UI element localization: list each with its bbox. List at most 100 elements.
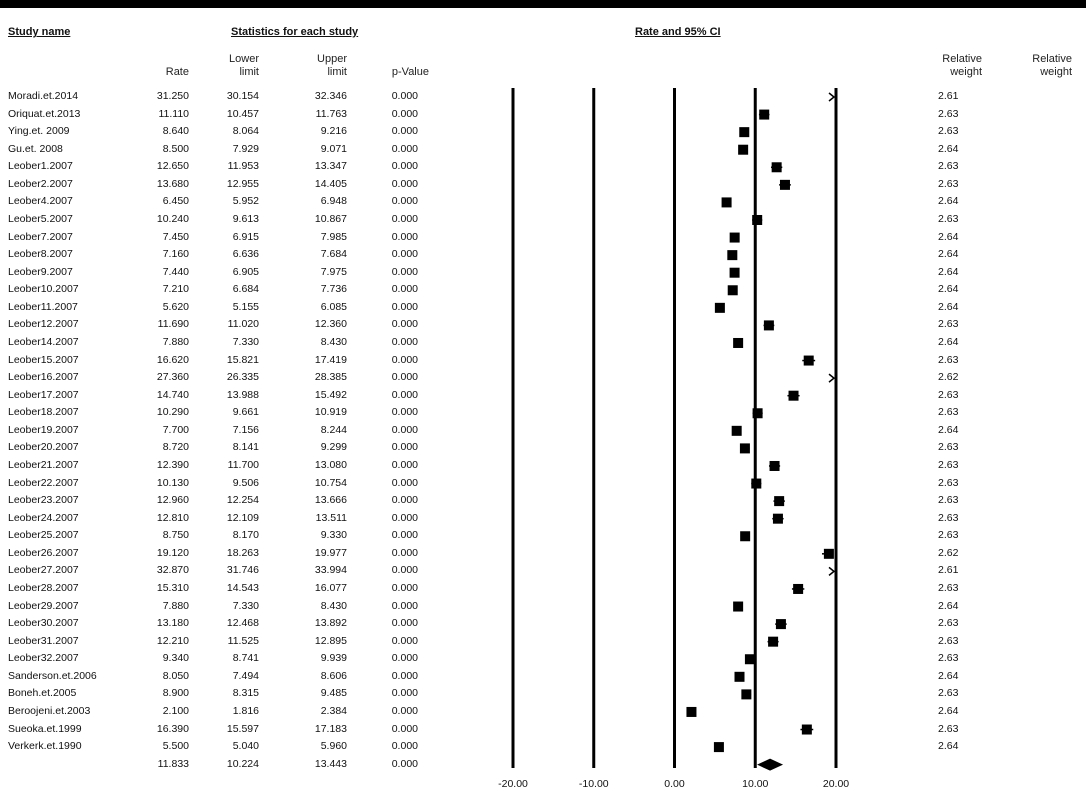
relative-weight-cell: 2.63 [938,212,959,225]
rate-cell: 8.500 [162,142,189,155]
relative-weight-cell: 2.64 [938,142,959,155]
point-marker [759,109,770,120]
point-marker [779,179,790,190]
rate-cell: 12.390 [156,458,189,471]
lower-limit-cell: 8.064 [232,125,259,138]
lower-limit-cell: 5.952 [232,195,259,208]
rate-cell: 2.100 [162,704,189,717]
study-name-cell: Leober12.2007 [8,318,79,331]
point-marker [733,601,744,612]
point-marker [771,162,782,173]
upper-limit-cell: 10.919 [314,406,347,419]
pvalue-column-header: p-Value [391,66,429,78]
pvalue-cell: 0.000 [391,581,418,594]
relative-weight-cell: 2.64 [938,740,959,753]
upper-limit-cell: 8.606 [320,669,347,682]
lower-limit-cell: 5.040 [232,740,259,753]
top-border [0,0,1086,8]
rate-cell: 7.210 [162,283,189,296]
study-name-cell: Leober2.2007 [8,177,73,190]
upper-limit-cell: 9.485 [320,687,347,700]
upper-limit-cell: 6.085 [320,300,347,313]
relative-weight-cell: 2.63 [938,722,959,735]
pvalue-cell: 0.000 [391,546,418,559]
point-marker [752,214,763,225]
relative-weight-cell: 2.64 [938,195,959,208]
rate-cell: 14.740 [156,388,189,401]
upper-limit-cell: 9.939 [320,652,347,665]
lower-limit-cell: 6.915 [232,230,259,243]
rate-cell: 10.130 [156,476,189,489]
upper-limit-cell: 13.080 [314,458,347,471]
pvalue-cell: 0.000 [391,248,418,261]
study-name-cell: Verkerk.et.1990 [8,740,82,753]
pvalue-cell: 0.000 [391,300,418,313]
study-name-header: Study name [8,26,71,38]
pvalue-cell: 0.000 [391,687,418,700]
upper-limit-cell: 7.684 [320,248,347,261]
point-marker [729,267,740,278]
lower-limit-cell: 8.170 [232,529,259,542]
point-marker [686,706,697,717]
lower-limit-cell: 8.141 [232,441,259,454]
lower-limit-cell: 18.263 [226,546,259,559]
study-name-cell: Leober11.2007 [8,300,78,313]
rate-cell: 11.690 [157,318,189,331]
relative-weight-cell: 2.63 [938,125,959,138]
rate-cell: 6.450 [162,195,189,208]
upper-limit-cell: 13.892 [314,617,347,630]
rate-cell: 13.180 [156,617,189,630]
rate-cell: 11.110 [158,107,189,120]
lower-limit-cell: 8.741 [232,652,259,665]
study-name-cell: Leober5.2007 [8,212,73,225]
point-marker [740,531,751,542]
relative-weight-cell: 2.63 [938,177,959,190]
x-tick-label: 0.00 [664,778,685,790]
point-marker [788,390,799,401]
relative-weight-cell: 2.63 [938,406,959,419]
study-name-cell: Boneh.et.2005 [8,687,77,700]
study-name-cell: Leober23.2007 [8,494,79,507]
study-name-cell: Gu.et. 2008 [8,142,63,155]
rate-cell: 12.650 [156,160,189,173]
relative-weight-cell: 2.64 [938,423,959,436]
pvalue-cell: 0.000 [391,494,418,507]
point-marker [739,443,750,454]
study-name-cell: Leober25.2007 [8,529,79,542]
rate-cell: 7.440 [162,265,189,278]
summary-diamond [757,758,784,771]
pvalue-cell: 0.000 [391,142,418,155]
relative-weight-cell: 2.64 [938,300,959,313]
relative-weight-cell: 2.64 [938,265,959,278]
upper-limit-cell: 12.895 [314,634,347,647]
relative-weight-cell: 2.64 [938,704,959,717]
rate-cell: 12.210 [156,634,189,647]
lower-limit-cell: 31.746 [226,564,259,577]
upper-limit-cell: 7.975 [320,265,347,278]
rate-cell: 8.050 [162,669,189,682]
point-marker [775,619,786,630]
pvalue-cell: 0.000 [391,441,418,454]
relative-weight-cell: 2.64 [938,283,959,296]
rate-column-header: Rate [165,66,189,78]
rate-cell: 8.640 [162,125,189,138]
lower-limit-cell: 6.905 [232,265,259,278]
x-tick-label: 20.00 [823,778,849,790]
relative-weight-cell: 2.63 [938,652,959,665]
study-name-cell: Leober21.2007 [8,458,79,471]
study-name-cell: Moradi.et.2014 [8,90,79,102]
point-marker [721,197,732,208]
upper-limit-cell: 17.183 [314,722,347,735]
lower-limit-cell: 26.335 [226,371,259,384]
upper-limit-cell: 10.867 [314,212,347,225]
rate-cell: 12.810 [156,511,189,524]
point-marker [769,460,780,471]
lower-limit-cell: 6.636 [232,248,259,261]
lower-limit-cell: 14.543 [226,581,259,594]
rate-cell: 5.500 [162,740,189,753]
point-marker [772,513,783,524]
upper-limit-cell: 11.763 [315,107,347,120]
rate-cell: 7.450 [162,230,189,243]
rate-cell: 8.750 [162,529,189,542]
upper-limit-cell: 12.360 [314,318,347,331]
